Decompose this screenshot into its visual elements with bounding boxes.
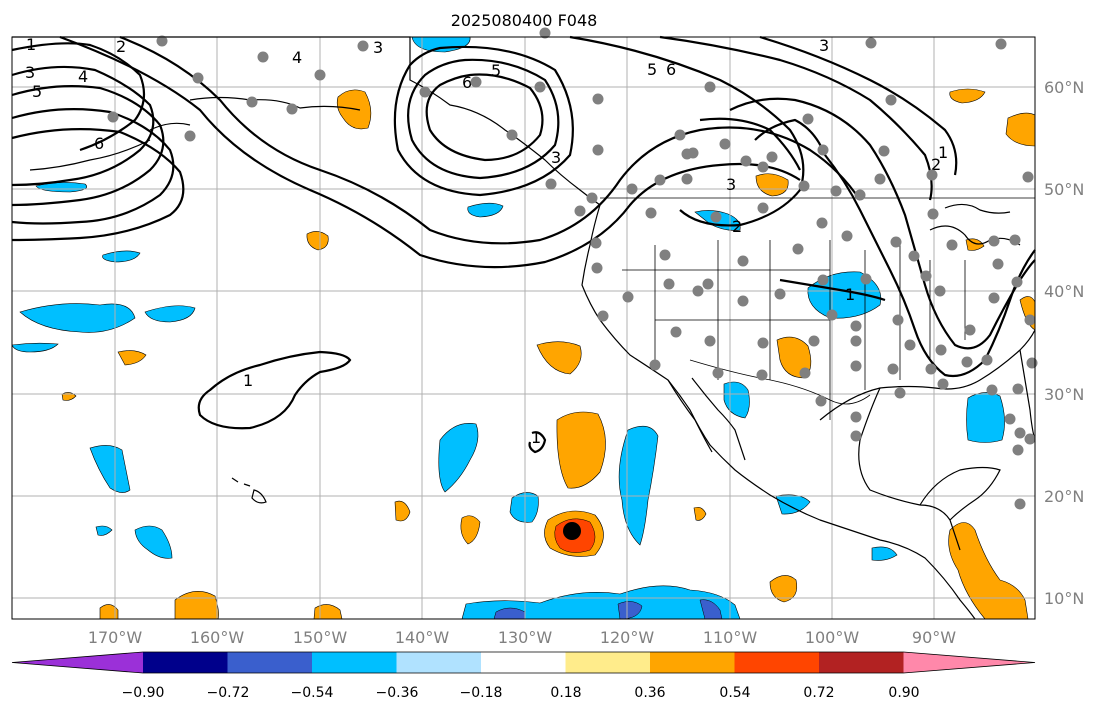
colorbar-segment — [650, 652, 735, 673]
contour-label: 5 — [647, 60, 657, 79]
colorbar-segment — [143, 652, 228, 673]
colorbar-extend-high — [903, 652, 1035, 673]
lat-label: 10°N — [1044, 589, 1084, 608]
strong-negative-cores — [493, 599, 723, 620]
lat-label: 30°N — [1044, 385, 1084, 404]
colorbar — [11, 651, 1036, 674]
colorbar-tick-label: −0.54 — [291, 685, 334, 701]
political-borders — [409, 37, 1035, 420]
colorbar-ticks: −0.90 −0.72 −0.54 −0.36 −0.18 0.18 0.36 … — [122, 685, 920, 701]
contour-label: 5 — [32, 82, 42, 101]
lat-label: 20°N — [1044, 487, 1084, 506]
contour-label: 1 — [243, 371, 253, 390]
contour-label: 3 — [551, 148, 561, 167]
contour-label: 2 — [931, 155, 941, 174]
colorbar-extend-low — [12, 652, 143, 673]
colorbar-tick-label: −0.72 — [207, 685, 250, 701]
lat-label: 40°N — [1044, 282, 1084, 301]
lat-label: 50°N — [1044, 180, 1084, 199]
contour-label: 1 — [531, 428, 541, 447]
lon-label: 140°W — [395, 628, 450, 647]
colorbar-outline — [11, 651, 1036, 674]
colorbar-tick-label: 0.36 — [634, 685, 665, 701]
lon-label: 120°W — [600, 628, 655, 647]
latitude-labels: 60°N 50°N 40°N 30°N 20°N 10°N — [1044, 78, 1084, 608]
contour-label: 5 — [491, 61, 501, 80]
colorbar-segment — [312, 652, 397, 673]
contour-label: 4 — [78, 67, 88, 86]
contour-label: 3 — [726, 175, 736, 194]
colorbar-tick-label: −0.36 — [376, 685, 419, 701]
contour-label: 1 — [845, 285, 855, 304]
lon-label: 110°W — [703, 628, 758, 647]
colorbar-tick-label: −0.18 — [460, 685, 503, 701]
lon-label: 90°W — [912, 628, 956, 647]
lon-label: 150°W — [293, 628, 348, 647]
contour-label: 2 — [116, 37, 126, 56]
colorbar-tick-label: −0.90 — [122, 685, 165, 701]
colorbar-tick-label: 0.54 — [719, 685, 750, 701]
contour-label: 6 — [94, 134, 104, 153]
anomaly-shading — [11, 36, 1036, 620]
colorbar-tick-label: 0.72 — [803, 685, 834, 701]
station-markers — [107, 27, 1038, 510]
contour-label: 4 — [292, 48, 302, 67]
lon-label: 100°W — [805, 628, 860, 647]
colorbar-tick-label: 0.18 — [550, 685, 581, 701]
longitude-labels: 170°W 160°W 150°W 140°W 130°W 120°W 110°… — [88, 628, 956, 647]
colorbar-segment — [481, 652, 566, 673]
contour-label: 1 — [938, 143, 948, 162]
contour-label: 1 — [26, 35, 36, 54]
contour-labels: 1 2 3 4 5 6 3 4 5 6 3 5 6 1 2 3 2 1 1 1 … — [25, 35, 948, 447]
contour-label: 6 — [462, 73, 472, 92]
lon-label: 170°W — [88, 628, 143, 647]
map-frame — [11, 36, 1036, 620]
colorbar-segment — [396, 652, 482, 673]
lat-label: 60°N — [1044, 78, 1084, 97]
contour-label: 3 — [819, 36, 829, 55]
contour-label: 3 — [25, 63, 35, 82]
colorbar-tick-label: 0.90 — [888, 685, 919, 701]
map-title: 2025080400 F048 — [451, 11, 598, 30]
height-contours — [11, 35, 1036, 454]
coastlines — [12, 36, 1036, 620]
colorbar-segment — [227, 652, 313, 673]
lon-label: 160°W — [190, 628, 245, 647]
colorbar-segment — [819, 652, 904, 673]
contour-label: 2 — [732, 217, 742, 236]
negative-anomaly-regions — [11, 36, 1005, 620]
contour-label: 3 — [373, 38, 383, 57]
storm-center-marker — [563, 522, 581, 540]
lon-label: 130°W — [498, 628, 553, 647]
contour-label: 6 — [666, 60, 676, 79]
colorbar-segment — [565, 652, 651, 673]
colorbar-segment — [734, 652, 820, 673]
